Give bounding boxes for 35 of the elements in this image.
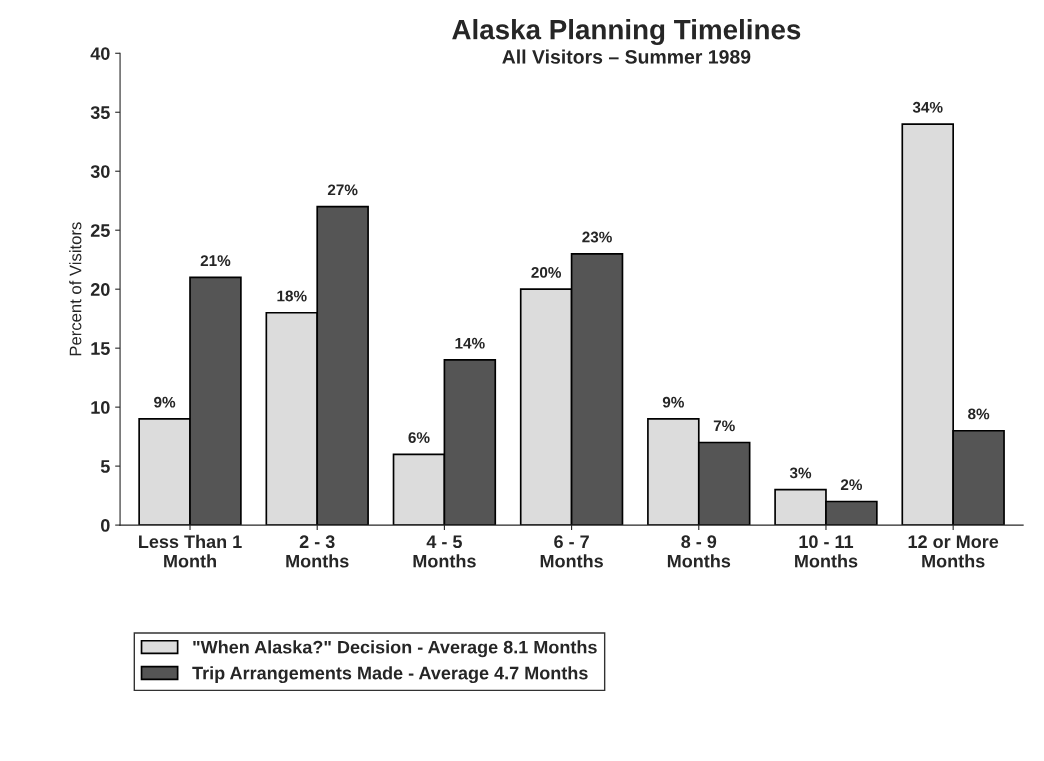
- data-label: 3%: [789, 467, 812, 479]
- y-tick-label: 30: [90, 165, 110, 178]
- data-label: 9%: [662, 396, 684, 408]
- data-label: 7%: [713, 420, 735, 432]
- data-label: 14%: [455, 337, 485, 349]
- x-tick-label: 8 - 9 Months: [667, 535, 731, 568]
- data-label: 23%: [582, 231, 612, 243]
- y-tick-label: 0: [101, 519, 110, 532]
- y-tick-label: 40: [90, 47, 110, 60]
- x-tick-label: 6 - 7 Months: [540, 535, 603, 568]
- data-label: 18%: [277, 290, 307, 302]
- chart-subtitle: All Visitors – Summer 1989: [502, 49, 751, 64]
- y-tick-label: 20: [90, 283, 110, 296]
- y-tick-label: 35: [90, 106, 110, 119]
- legend-label: Trip Arrangements Made - Average 4.7 Months: [192, 666, 588, 684]
- data-label: 6%: [408, 432, 430, 443]
- y-tick-label: 15: [91, 342, 110, 355]
- data-label: 34%: [912, 101, 943, 113]
- legend-label: "When Alaska?" Decision - Average 8.1 Months: [193, 640, 597, 658]
- x-tick-label: Less Than 1 Month: [139, 534, 242, 568]
- x-tick-label: 12 or More Months: [908, 535, 999, 568]
- x-tick-label: 4 - 5 Months: [413, 535, 476, 568]
- y-tick-label: 25: [90, 224, 110, 237]
- y-tick-label: 5: [100, 460, 110, 473]
- data-label: 27%: [327, 184, 358, 196]
- x-tick-label: 2 - 3 Months: [286, 535, 349, 568]
- data-label: 9%: [154, 396, 176, 408]
- y-tick-label: 10: [91, 401, 110, 414]
- y-axis-title: Percent of Visitors: [69, 222, 82, 356]
- data-label: 21%: [200, 255, 231, 266]
- data-label: 20%: [531, 267, 562, 278]
- data-label: 2%: [840, 479, 863, 491]
- data-label: 8%: [968, 408, 990, 420]
- x-tick-label: 10 - 11 Months: [795, 535, 858, 568]
- chart-title: Alaska Planning Timelines: [452, 19, 801, 46]
